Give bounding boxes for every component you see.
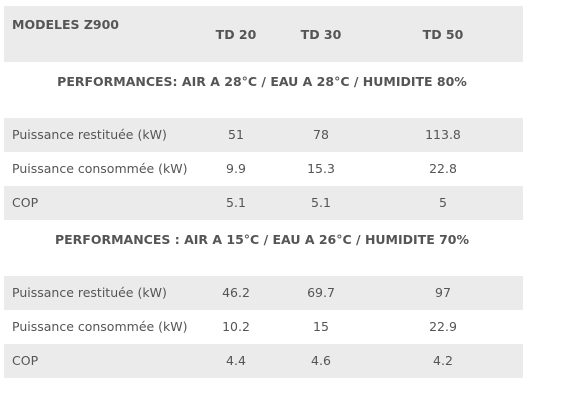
cell-value: 46.2	[222, 285, 250, 300]
section-title: PERFORMANCES : AIR A 15°C / EAU A 26°C /…	[54, 232, 470, 247]
row-label: COP	[12, 195, 39, 210]
cell-value: 4.4	[226, 353, 246, 368]
cell-value: 78	[313, 127, 329, 142]
cell-value: 69.7	[307, 285, 335, 300]
cell-value: 15.3	[307, 161, 335, 176]
header-row	[4, 6, 523, 62]
cell-value: 4.2	[433, 353, 453, 368]
cell-value: 22.8	[429, 161, 457, 176]
row-background	[4, 186, 523, 220]
row-label: COP	[12, 353, 39, 368]
row-background	[4, 344, 523, 378]
cell-value: 5.1	[311, 195, 331, 210]
cell-value: 97	[435, 285, 451, 300]
section-title: PERFORMANCES: AIR A 28°C / EAU A 28°C / …	[57, 74, 467, 89]
row-background	[4, 118, 523, 152]
column-header: TD 50	[422, 27, 464, 42]
header-title: MODELES Z900	[12, 17, 119, 32]
row-label: Puissance restituée (kW)	[12, 127, 167, 142]
cell-value: 113.8	[425, 127, 461, 142]
row-label: Puissance restituée (kW)	[12, 285, 167, 300]
cell-value: 22.9	[429, 319, 457, 334]
cell-value: 5	[439, 195, 447, 210]
cell-value: 10.2	[222, 319, 250, 334]
column-header: TD 30	[300, 27, 342, 42]
column-header: TD 20	[215, 27, 257, 42]
cell-value: 5.1	[226, 195, 246, 210]
cell-value: 15	[313, 319, 329, 334]
cell-value: 9.9	[226, 161, 246, 176]
cell-value: 51	[228, 127, 244, 142]
row-background	[4, 276, 523, 310]
row-label: Puissance consommée (kW)	[12, 319, 188, 334]
row-label: Puissance consommée (kW)	[12, 161, 188, 176]
cell-value: 4.6	[311, 353, 331, 368]
